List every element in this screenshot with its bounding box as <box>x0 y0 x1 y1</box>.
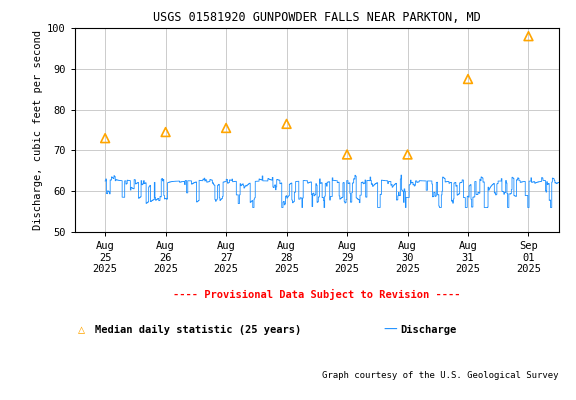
Text: Graph courtesy of the U.S. Geological Survey: Graph courtesy of the U.S. Geological Su… <box>322 371 559 380</box>
Point <box>100 135 109 141</box>
Point <box>524 33 533 39</box>
Text: Median daily statistic (25 years): Median daily statistic (25 years) <box>95 325 301 335</box>
Point <box>282 121 291 127</box>
Y-axis label: Discharge, cubic feet per second: Discharge, cubic feet per second <box>33 30 43 230</box>
Text: ---- Provisional Data Subject to Revision ----: ---- Provisional Data Subject to Revisio… <box>173 288 461 300</box>
Text: —: — <box>383 323 397 337</box>
Point <box>342 151 351 158</box>
Text: Discharge: Discharge <box>400 325 457 335</box>
Title: USGS 01581920 GUNPOWDER FALLS NEAR PARKTON, MD: USGS 01581920 GUNPOWDER FALLS NEAR PARKT… <box>153 11 481 24</box>
Point <box>221 125 230 131</box>
Text: △: △ <box>78 324 85 336</box>
Point <box>161 129 170 135</box>
Point <box>463 76 472 82</box>
Point <box>403 151 412 158</box>
